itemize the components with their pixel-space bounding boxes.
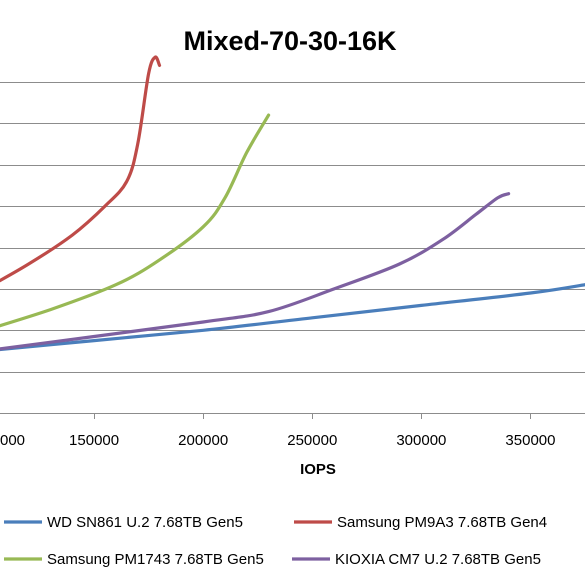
legend-label-kioxia-cm7: KIOXIA CM7 U.2 7.68TB Gen5 <box>335 551 541 568</box>
x-tick-label: 350000 <box>505 432 555 449</box>
series-line-samsung-pm1743 <box>0 113 271 328</box>
series-line-wd-sn861 <box>0 283 585 352</box>
series-lines <box>0 55 585 352</box>
x-tick-label: 000 <box>0 432 25 449</box>
x-axis-title: IOPS <box>300 461 336 478</box>
series-line-kioxia-cm7 <box>0 192 511 351</box>
legend-label-samsung-pm1743: Samsung PM1743 7.68TB Gen5 <box>47 551 264 568</box>
legend: WD SN861 U.2 7.68TB Gen5 Samsung PM9A3 7.… <box>4 514 547 568</box>
gridlines <box>0 82 585 414</box>
x-tick-label: 200000 <box>178 432 228 449</box>
legend-label-samsung-pm9a3: Samsung PM9A3 7.68TB Gen4 <box>337 514 547 531</box>
series-line-samsung-pm9a3 <box>0 55 162 283</box>
x-tick-label: 300000 <box>396 432 446 449</box>
chart-title: Mixed-70-30-16K <box>183 26 397 56</box>
legend-label-wd-sn861: WD SN861 U.2 7.68TB Gen5 <box>47 514 243 531</box>
x-tick-label: 150000 <box>69 432 119 449</box>
x-tick-labels: 000 150000 200000 250000 300000 350000 <box>0 413 555 449</box>
x-tick-label: 250000 <box>287 432 337 449</box>
